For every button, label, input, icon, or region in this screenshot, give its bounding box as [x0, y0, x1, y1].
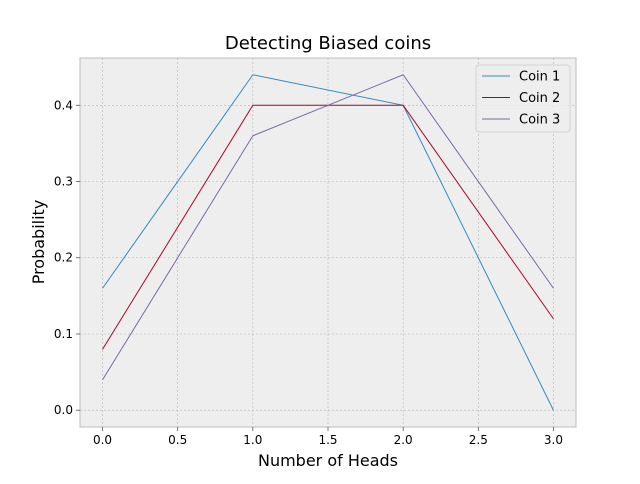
- x-axis-ticks: 0.0 0.5 1.0 1.5 2.0 2.5 3.0: [93, 427, 563, 447]
- y-tick-label: 0.3: [54, 175, 73, 189]
- chart-title: Detecting Biased coins: [225, 33, 431, 54]
- series-lines: [102, 74, 554, 411]
- legend-frame: [475, 64, 571, 133]
- x-tick-label: 3.0: [544, 433, 563, 447]
- x-tick-label: 0.5: [168, 433, 187, 447]
- legend-label: Coin 2: [519, 91, 560, 106]
- x-tick-label: 2.5: [469, 433, 488, 447]
- y-tick-label: 0.4: [54, 98, 73, 112]
- legend: Coin 1 Coin 2 Coin 3: [475, 64, 571, 133]
- y-tick-label: 0.1: [54, 327, 73, 341]
- grid-lines: [80, 58, 576, 427]
- x-tick-label: 1.5: [318, 433, 337, 447]
- series-line-coin-3: [102, 74, 554, 380]
- x-tick-label: 0.0: [93, 433, 112, 447]
- y-axis-label: Probability: [29, 200, 48, 285]
- y-tick-label: 0.2: [54, 251, 73, 265]
- series-line-coin-1: [102, 74, 554, 411]
- legend-label: Coin 3: [519, 113, 560, 128]
- x-tick-label: 1.0: [243, 433, 262, 447]
- x-axis-label: Number of Heads: [258, 451, 398, 470]
- legend-label: Coin 1: [519, 70, 560, 85]
- y-tick-label: 0.0: [54, 403, 73, 417]
- y-axis-ticks: 0.0 0.1 0.2 0.3 0.4: [54, 98, 80, 417]
- x-tick-label: 2.0: [394, 433, 413, 447]
